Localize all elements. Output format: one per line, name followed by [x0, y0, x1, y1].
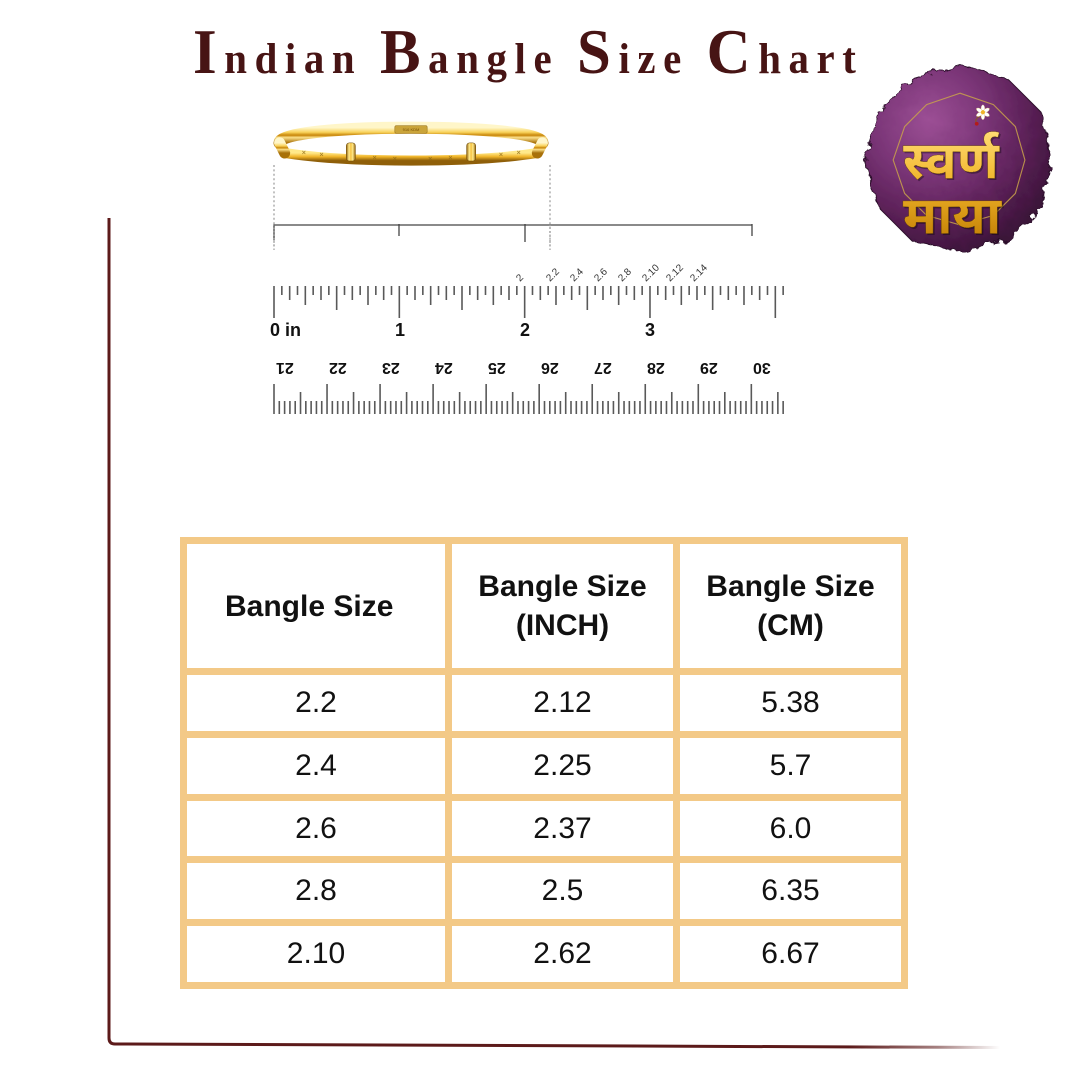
- svg-text:2.4: 2.4: [568, 266, 586, 284]
- svg-text:2.6: 2.6: [592, 266, 610, 284]
- svg-text:2.2: 2.2: [544, 266, 562, 284]
- svg-text:2.14: 2.14: [688, 262, 710, 284]
- svg-text:916 KDM: 916 KDM: [403, 127, 420, 132]
- svg-text:2.8: 2.8: [616, 266, 634, 284]
- svg-text:2.12: 2.12: [664, 262, 686, 284]
- svg-text:2.10: 2.10: [640, 262, 662, 284]
- svg-text:2: 2: [514, 272, 526, 284]
